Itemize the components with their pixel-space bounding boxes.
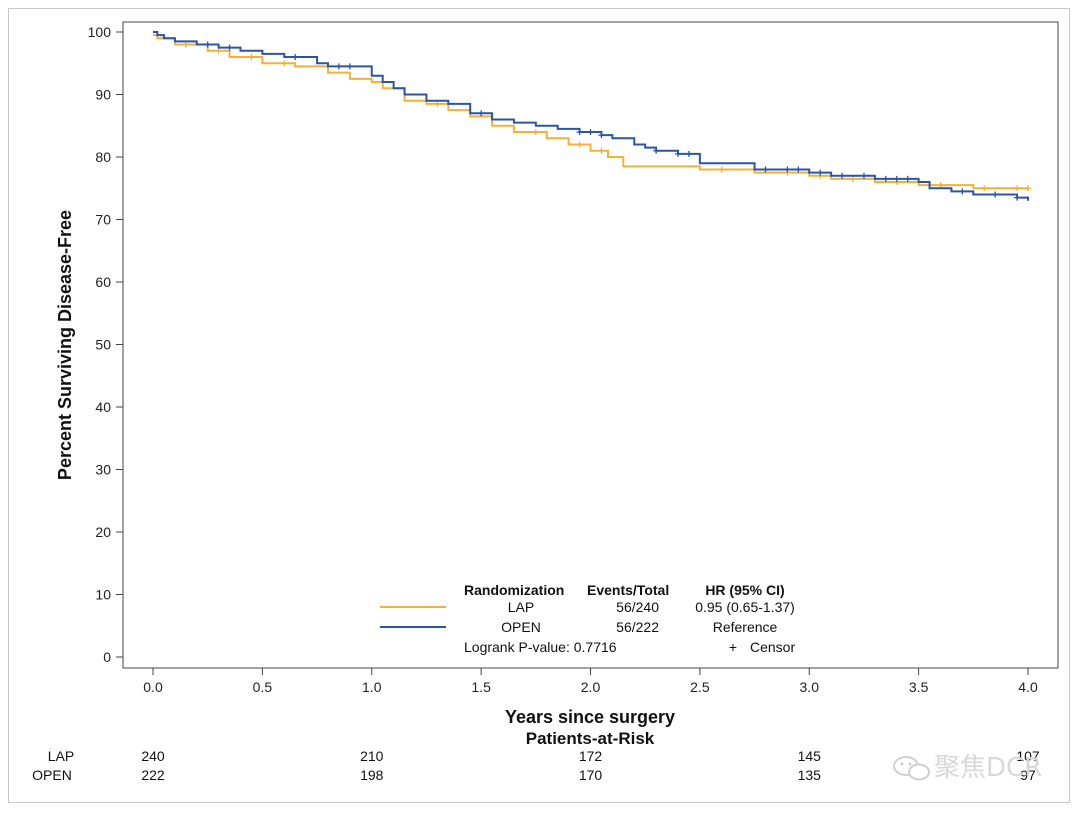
legend-censor-symbol: + <box>729 639 737 655</box>
legend-hr-lap: 0.95 (0.65-1.37) <box>695 599 795 615</box>
y-tick-label: 20 <box>95 524 111 540</box>
censor-mark-lap <box>576 141 583 148</box>
censor-mark-open <box>685 150 692 157</box>
censor-mark-lap <box>532 129 539 135</box>
censor-mark-open <box>478 110 485 117</box>
series-layer <box>153 31 1031 201</box>
legend-hr-open: Reference <box>713 619 778 635</box>
risk-count: 107 <box>1016 748 1040 764</box>
censor-mark-open <box>762 166 769 173</box>
legend-censor-label: Censor <box>750 639 795 655</box>
censor-mark-lap <box>718 166 725 173</box>
censor-mark-open <box>653 147 660 154</box>
x-tick-label: 3.0 <box>800 679 820 695</box>
legend-header-hr: HR (95% CI) <box>705 582 784 598</box>
censor-mark-open <box>576 129 583 135</box>
legend-header-group: Randomization <box>464 582 564 598</box>
censor-mark-open <box>204 41 211 48</box>
x-axis: 0.0 0.5 1.0 1.5 2.0 2.5 3.0 3.5 4.0 <box>143 668 1038 695</box>
legend-logrank: Logrank P-value: 0.7716 <box>464 639 617 655</box>
risk-table-title: Patients-at-Risk <box>526 729 655 748</box>
x-tick-label: 1.5 <box>471 679 491 695</box>
censor-mark-lap <box>850 175 856 182</box>
risk-count: 240 <box>141 748 165 764</box>
series-line-open <box>153 31 1029 201</box>
censor-mark-open <box>860 172 867 179</box>
risk-count: 145 <box>798 748 822 764</box>
risk-count: 170 <box>579 767 603 783</box>
risk-count: 172 <box>579 748 603 764</box>
y-tick-label: 40 <box>95 399 111 415</box>
y-tick-label: 70 <box>95 212 111 228</box>
y-tick-label: 100 <box>88 24 112 40</box>
censor-mark-open <box>959 188 966 195</box>
risk-table: LAP 240 210 172 145 107 OPEN 222 198 170 135 97 <box>32 748 1040 783</box>
censor-mark-lap <box>1014 185 1021 192</box>
censor-mark-lap <box>937 182 944 189</box>
x-tick-label: 0.5 <box>253 679 273 695</box>
watermark-text: 聚焦DCR <box>934 753 1042 783</box>
legend-header-events: Events/Total <box>587 582 669 598</box>
risk-count: 222 <box>141 767 165 783</box>
censor-mark-lap <box>215 47 222 54</box>
wechat-icon <box>893 756 930 781</box>
censor-mark-open <box>817 169 824 176</box>
plot-area <box>122 21 1059 669</box>
x-tick-label: 4.0 <box>1018 679 1038 695</box>
censor-mark-lap <box>981 185 988 192</box>
censor-mark-open <box>335 63 342 70</box>
x-tick-label: 1.0 <box>362 679 382 695</box>
risk-count: 210 <box>360 748 384 764</box>
censor-mark-lap <box>598 147 605 154</box>
legend-events-lap: 56/240 <box>616 599 659 615</box>
censor-mark-open <box>587 129 594 135</box>
censor-mark-open <box>882 175 889 182</box>
censor-mark-lap <box>248 54 255 60</box>
censor-mark-open <box>226 44 233 51</box>
y-tick-label: 30 <box>95 462 111 478</box>
y-tick-label: 60 <box>95 274 111 290</box>
risk-row-label: OPEN <box>32 767 72 783</box>
series-line-lap <box>153 34 1028 190</box>
x-tick-label: 3.5 <box>909 679 929 695</box>
censor-mark-lap <box>434 100 441 107</box>
censor-mark-open <box>598 132 605 139</box>
censor-mark-open <box>893 175 900 182</box>
risk-count: 198 <box>360 767 384 783</box>
y-axis: 0 10 20 30 40 50 60 70 80 90 100 <box>88 24 123 665</box>
figure-frame <box>8 8 1070 803</box>
censor-mark-lap <box>281 60 288 67</box>
censor-mark-open <box>784 166 791 173</box>
legend: Randomization Events/Total HR (95% CI) L… <box>380 582 795 655</box>
y-tick-label: 50 <box>95 337 111 353</box>
legend-label-lap: LAP <box>508 599 534 615</box>
censor-mark-open <box>795 166 802 173</box>
censor-mark-lap <box>182 41 189 48</box>
y-tick-label: 10 <box>95 587 111 603</box>
censor-mark-open <box>992 191 999 198</box>
censor-mark-open <box>292 54 299 60</box>
censor-mark-open <box>675 150 681 157</box>
y-axis-title: Percent Surviving Disease-Free <box>55 210 75 480</box>
censor-mark-open <box>346 63 353 70</box>
x-axis-title: Years since surgery <box>505 707 675 727</box>
y-tick-label: 90 <box>95 87 111 103</box>
legend-events-open: 56/222 <box>616 619 659 635</box>
censor-mark-lap <box>1025 185 1031 192</box>
watermark: 聚焦DCR <box>893 753 1042 783</box>
risk-count: 97 <box>1020 767 1036 783</box>
legend-label-open: OPEN <box>501 619 541 635</box>
censor-mark-open <box>904 175 911 182</box>
y-tick-label: 0 <box>103 649 111 665</box>
censor-mark-open <box>839 172 846 179</box>
risk-count: 135 <box>798 767 822 783</box>
x-tick-label: 0.0 <box>143 679 163 695</box>
x-tick-label: 2.0 <box>581 679 601 695</box>
risk-row-label: LAP <box>48 748 74 764</box>
x-tick-label: 2.5 <box>690 679 710 695</box>
y-tick-label: 80 <box>95 149 111 165</box>
censor-mark-open <box>1014 194 1021 201</box>
